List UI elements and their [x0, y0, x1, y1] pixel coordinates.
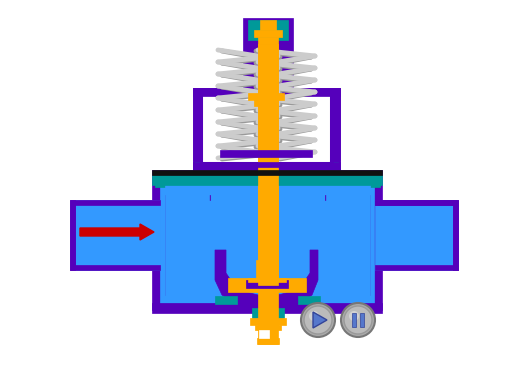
Polygon shape: [215, 250, 318, 308]
Bar: [248, 20, 288, 40]
Bar: [254, 100, 278, 106]
Bar: [193, 168, 340, 172]
Bar: [228, 278, 306, 292]
Bar: [165, 183, 209, 298]
Bar: [258, 44, 278, 344]
Polygon shape: [352, 313, 356, 327]
Bar: [203, 96, 329, 161]
Bar: [152, 170, 382, 175]
Bar: [155, 175, 170, 187]
Bar: [298, 296, 320, 304]
Bar: [193, 162, 340, 170]
Bar: [248, 93, 284, 100]
Bar: [215, 296, 237, 304]
Polygon shape: [375, 200, 458, 270]
Bar: [453, 200, 458, 270]
Bar: [261, 44, 275, 50]
Bar: [258, 170, 278, 285]
Bar: [220, 150, 312, 157]
Bar: [246, 280, 288, 288]
Polygon shape: [313, 312, 327, 328]
Bar: [195, 162, 207, 170]
Bar: [252, 308, 260, 318]
Bar: [365, 175, 380, 187]
Bar: [70, 200, 75, 270]
Bar: [326, 183, 370, 298]
Bar: [375, 265, 453, 270]
Circle shape: [349, 311, 359, 321]
Circle shape: [341, 303, 375, 337]
Bar: [259, 330, 269, 338]
FancyArrow shape: [80, 224, 154, 240]
Bar: [248, 278, 286, 282]
Bar: [256, 260, 278, 292]
Bar: [380, 205, 458, 265]
Bar: [152, 175, 382, 185]
Circle shape: [301, 303, 335, 337]
Bar: [152, 170, 382, 313]
Bar: [200, 162, 333, 167]
Bar: [375, 200, 453, 205]
Bar: [258, 44, 278, 199]
Bar: [193, 162, 340, 170]
Bar: [259, 308, 277, 318]
Bar: [260, 20, 276, 30]
Bar: [276, 308, 284, 318]
Polygon shape: [75, 200, 160, 270]
Polygon shape: [193, 88, 243, 161]
Polygon shape: [293, 88, 340, 161]
Polygon shape: [360, 313, 364, 327]
Polygon shape: [375, 200, 458, 270]
Bar: [326, 162, 338, 170]
Bar: [160, 178, 374, 303]
Bar: [258, 37, 278, 44]
Polygon shape: [165, 195, 210, 295]
Circle shape: [309, 311, 319, 321]
Bar: [193, 88, 340, 170]
Bar: [152, 303, 382, 310]
Polygon shape: [70, 200, 160, 270]
Bar: [203, 96, 329, 161]
Bar: [254, 30, 282, 37]
Circle shape: [304, 306, 332, 334]
Bar: [257, 338, 279, 344]
Bar: [255, 325, 281, 330]
Circle shape: [344, 306, 372, 334]
Bar: [243, 18, 293, 88]
Polygon shape: [325, 195, 370, 295]
Bar: [193, 88, 340, 96]
Bar: [75, 205, 160, 265]
Bar: [250, 318, 286, 325]
